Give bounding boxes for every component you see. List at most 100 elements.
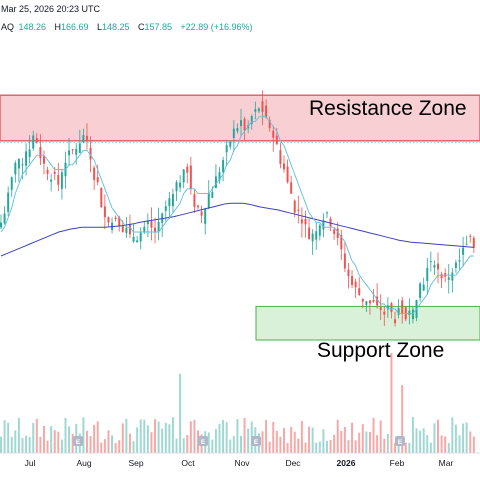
volume-bar: [179, 373, 182, 453]
volume-bar: [318, 441, 321, 453]
candle-body: [333, 229, 336, 234]
candle: [272, 125, 275, 152]
volume-bar: [265, 419, 268, 453]
volume-bar: [451, 417, 454, 453]
volume-bar: [64, 417, 67, 453]
volume-bar: [211, 439, 214, 453]
volume-bar: [247, 428, 250, 453]
candle-body: [60, 172, 63, 189]
candle-body: [46, 169, 49, 174]
candle-body: [107, 217, 110, 223]
candle: [60, 168, 63, 200]
candle-body: [458, 260, 461, 262]
candle-body: [422, 284, 425, 291]
candle: [207, 180, 210, 210]
x-axis: Jul Aug Sep Oct Nov Dec 2026 Feb Mar: [25, 458, 454, 468]
volume-bar: [354, 440, 357, 453]
candle-body: [293, 200, 296, 213]
earnings-marker[interactable]: E: [198, 436, 208, 446]
candle-body: [214, 176, 217, 189]
candle-body: [437, 263, 439, 270]
candle-body: [7, 192, 10, 212]
candle: [286, 159, 289, 184]
volume-bar: [157, 421, 160, 453]
earnings-marker-badge: [251, 436, 261, 446]
candle-body: [304, 218, 307, 225]
candle-body: [462, 247, 465, 255]
candle: [114, 215, 117, 222]
volume-bar: [100, 442, 103, 453]
candle-body: [426, 268, 429, 282]
volume-bar: [358, 432, 361, 453]
earnings-marker[interactable]: E: [73, 436, 83, 446]
candle: [354, 278, 357, 298]
header-ohlc: AQ 148.26 H166.69 L148.25 C157.85 +22.89…: [1, 17, 252, 34]
earnings-marker[interactable]: E: [251, 436, 261, 446]
volume-bar: [186, 435, 189, 453]
support-zone: [255, 305, 480, 341]
volume-bar: [383, 438, 386, 453]
candle: [325, 211, 328, 218]
candle-body: [207, 192, 210, 208]
volume-bar: [207, 432, 210, 453]
volume-bar: [46, 440, 49, 453]
volume-bar: [429, 442, 432, 453]
candle: [161, 212, 164, 237]
candle: [229, 140, 232, 150]
header-high: 166.69: [61, 22, 89, 32]
candle-body: [204, 208, 207, 224]
candle-body: [408, 310, 411, 316]
candle-body: [82, 135, 85, 143]
volume-bar: [189, 421, 192, 453]
candle: [437, 252, 439, 284]
candle-body: [103, 206, 106, 218]
volume-bar: [401, 385, 404, 453]
candle-body: [250, 116, 253, 124]
volume-bar: [347, 440, 350, 453]
x-tick-label: Dec: [285, 458, 301, 468]
candle-body: [454, 262, 457, 269]
candle-body: [383, 311, 386, 315]
volume-bar: [214, 429, 217, 453]
candle: [297, 195, 300, 224]
candle: [100, 187, 103, 209]
candle-body: [89, 147, 92, 160]
volume-bar: [28, 436, 31, 453]
candle: [426, 258, 429, 295]
candle: [304, 210, 307, 238]
candle-body: [39, 147, 42, 159]
volume-bar: [308, 426, 311, 453]
volume-bar: [311, 427, 314, 453]
earnings-marker-label: E: [398, 439, 403, 446]
candle: [39, 134, 42, 165]
candle: [243, 116, 246, 141]
candle-body: [164, 206, 167, 211]
candle: [458, 248, 461, 270]
volume-bar: [114, 442, 117, 453]
candle: [204, 207, 207, 235]
candle: [179, 175, 182, 192]
candle-body: [268, 120, 271, 129]
candle-body: [465, 244, 468, 246]
volume-bar: [0, 436, 2, 453]
candle: [254, 101, 257, 120]
candle: [265, 99, 268, 119]
candle-body: [351, 276, 354, 285]
volume-bar: [93, 424, 96, 453]
x-tick-label: Aug: [76, 458, 91, 468]
candle: [365, 300, 368, 312]
x-tick-label: Mar: [439, 458, 454, 468]
candle-body: [93, 167, 96, 180]
candle: [186, 163, 189, 184]
resistance-zone-label: Resistance Zone: [309, 97, 467, 120]
candle-body: [21, 164, 24, 166]
earnings-marker[interactable]: E: [395, 436, 405, 446]
candle: [429, 251, 432, 272]
candle: [7, 186, 10, 217]
earnings-marker-label: E: [254, 439, 259, 446]
candle: [82, 128, 85, 144]
candle: [139, 227, 142, 250]
candle: [408, 298, 411, 325]
volume-bar: [146, 425, 149, 453]
